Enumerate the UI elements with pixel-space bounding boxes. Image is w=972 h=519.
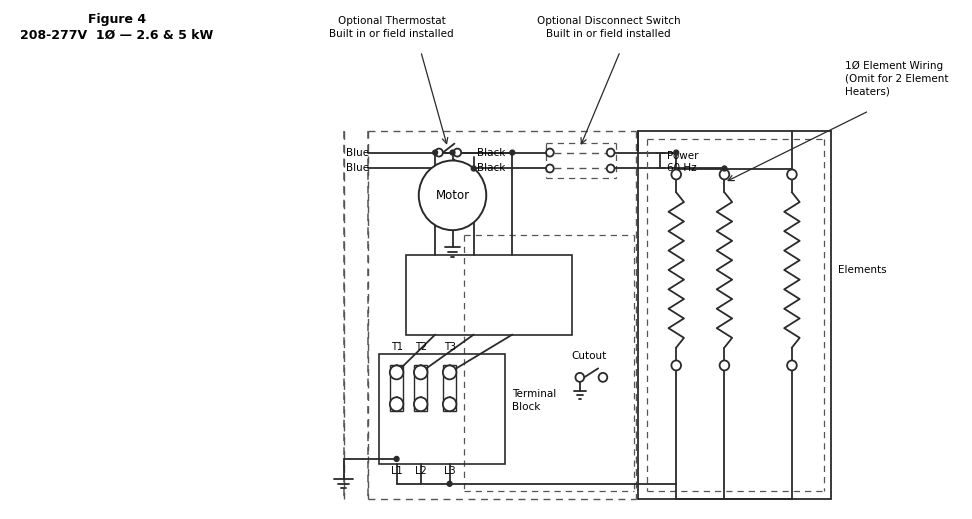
Text: Motor: Motor bbox=[435, 189, 469, 202]
Circle shape bbox=[787, 170, 797, 180]
Text: Cutout: Cutout bbox=[572, 351, 608, 361]
Circle shape bbox=[435, 165, 443, 172]
Circle shape bbox=[414, 365, 428, 379]
Text: Black: Black bbox=[476, 163, 505, 173]
Circle shape bbox=[450, 150, 455, 155]
Circle shape bbox=[719, 170, 729, 180]
Circle shape bbox=[546, 148, 554, 157]
Text: Optional Thermostat
Built in or field installed: Optional Thermostat Built in or field in… bbox=[330, 16, 454, 39]
Circle shape bbox=[419, 160, 486, 230]
Text: Terminal
Block: Terminal Block bbox=[512, 389, 557, 412]
Text: 208-277V  1Ø — 2.6 & 5 kW: 208-277V 1Ø — 2.6 & 5 kW bbox=[20, 28, 214, 41]
Circle shape bbox=[395, 456, 399, 461]
Circle shape bbox=[390, 397, 403, 411]
Text: Blue: Blue bbox=[346, 163, 369, 173]
Circle shape bbox=[722, 166, 727, 171]
Circle shape bbox=[510, 150, 515, 155]
Text: L2: L2 bbox=[415, 466, 427, 476]
Circle shape bbox=[599, 373, 608, 382]
Text: Elements: Elements bbox=[838, 265, 886, 275]
Circle shape bbox=[719, 361, 729, 371]
Circle shape bbox=[454, 165, 461, 172]
Circle shape bbox=[443, 365, 457, 379]
Circle shape bbox=[672, 170, 681, 180]
Circle shape bbox=[454, 148, 461, 157]
Circle shape bbox=[575, 373, 584, 382]
Circle shape bbox=[390, 365, 403, 379]
Text: T3: T3 bbox=[443, 343, 456, 352]
Bar bbox=[414, 365, 428, 411]
Text: Power
60 Hz: Power 60 Hz bbox=[667, 151, 698, 173]
Text: L3: L3 bbox=[444, 466, 456, 476]
Circle shape bbox=[607, 165, 614, 172]
Circle shape bbox=[787, 361, 797, 371]
Circle shape bbox=[674, 150, 678, 155]
Circle shape bbox=[414, 397, 428, 411]
Text: 1Ø Element Wiring
(Omit for 2 Element
Heaters): 1Ø Element Wiring (Omit for 2 Element He… bbox=[845, 61, 949, 96]
Bar bbox=[406, 255, 573, 335]
Circle shape bbox=[607, 148, 614, 157]
Circle shape bbox=[447, 481, 452, 486]
Circle shape bbox=[443, 397, 457, 411]
Text: Blue: Blue bbox=[346, 147, 369, 158]
Text: L1: L1 bbox=[391, 466, 402, 476]
Circle shape bbox=[546, 165, 554, 172]
Circle shape bbox=[672, 361, 681, 371]
Bar bbox=[443, 365, 457, 411]
Text: Figure 4: Figure 4 bbox=[87, 13, 146, 26]
Circle shape bbox=[471, 166, 476, 171]
Circle shape bbox=[433, 150, 437, 155]
Text: T1: T1 bbox=[391, 343, 402, 352]
Circle shape bbox=[435, 148, 443, 157]
Bar bbox=[390, 365, 403, 411]
Bar bbox=[379, 354, 504, 464]
Text: Optional Disconnect Switch
Built in or field installed: Optional Disconnect Switch Built in or f… bbox=[537, 16, 680, 39]
Text: T2: T2 bbox=[415, 343, 427, 352]
Text: Black: Black bbox=[476, 147, 505, 158]
